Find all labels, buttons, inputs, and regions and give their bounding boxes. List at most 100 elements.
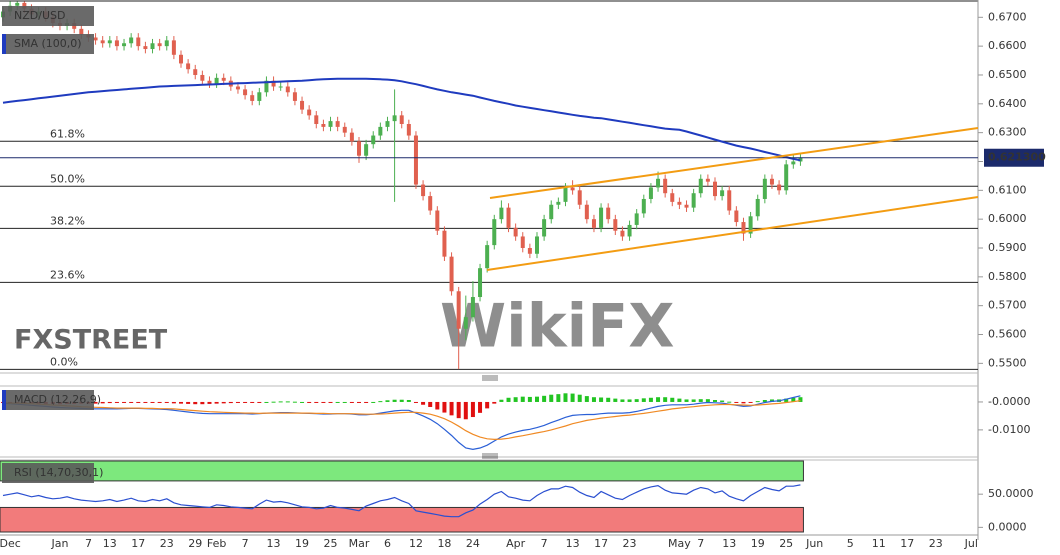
macd-histogram-bar bbox=[129, 401, 134, 403]
candle-body bbox=[485, 245, 490, 269]
macd-histogram-bar bbox=[122, 401, 127, 403]
oversold-band bbox=[0, 506, 804, 533]
candle-body bbox=[114, 40, 119, 47]
macd-histogram-bar bbox=[364, 401, 369, 403]
macd-histogram-bar bbox=[741, 401, 746, 404]
macd-histogram-bar bbox=[143, 401, 148, 403]
y-tick-label: 0.5700 bbox=[988, 299, 1027, 312]
macd-histogram-bar bbox=[584, 396, 589, 402]
macd-histogram-bar bbox=[492, 401, 497, 404]
candle-body bbox=[100, 40, 105, 44]
macd-histogram-bar bbox=[463, 401, 468, 420]
x-tick-label: 13 bbox=[103, 537, 117, 550]
candle-body bbox=[456, 291, 461, 329]
macd-histogram-bar bbox=[478, 401, 483, 413]
candle-body bbox=[399, 115, 404, 124]
macd-histogram-bar bbox=[627, 399, 632, 402]
candle-body bbox=[769, 178, 774, 185]
watermark-layer: FXSTREET WikiFX bbox=[14, 292, 674, 362]
candle-body bbox=[705, 178, 710, 182]
candle-body bbox=[691, 193, 696, 208]
candle-body bbox=[591, 219, 596, 228]
candle-body bbox=[157, 43, 162, 47]
indicator-panels: MACD (12,26,9) RSI (14,70,30,1) bbox=[0, 390, 804, 533]
candle-body bbox=[727, 190, 732, 211]
candle-body bbox=[506, 207, 511, 228]
macd-histogram-bar bbox=[691, 399, 696, 402]
candle-body bbox=[627, 224, 632, 237]
sma-line bbox=[2, 77, 801, 162]
macd-histogram-bar bbox=[371, 401, 376, 403]
candle-body bbox=[584, 204, 589, 220]
macd-histogram-bar bbox=[214, 401, 219, 404]
y-tick-label: 0.5500 bbox=[988, 356, 1027, 369]
candle-body bbox=[762, 178, 767, 199]
y-tick-label: 0.5800 bbox=[988, 270, 1027, 283]
candle-body bbox=[563, 187, 568, 202]
legend-box bbox=[2, 6, 94, 26]
x-tick-label: Jan bbox=[50, 537, 68, 550]
candle-body bbox=[278, 86, 283, 88]
candle-body bbox=[513, 227, 518, 237]
macd-histogram-bar bbox=[527, 396, 532, 402]
macd-histogram-bar bbox=[563, 393, 568, 402]
candle-body bbox=[634, 213, 639, 225]
legend-box bbox=[2, 34, 94, 54]
macd-histogram-bar bbox=[349, 401, 354, 403]
candle-body bbox=[449, 256, 454, 292]
macd-histogram-bar bbox=[670, 397, 675, 402]
candle-body bbox=[670, 193, 675, 202]
candle-body bbox=[791, 161, 796, 165]
macd-histogram-bar bbox=[798, 397, 803, 402]
macd-histogram-bar bbox=[107, 401, 112, 404]
candle-body bbox=[171, 40, 176, 55]
candle-body bbox=[314, 115, 319, 124]
macd-line bbox=[2, 400, 801, 441]
candle-body bbox=[428, 196, 433, 211]
candle-body bbox=[478, 268, 483, 298]
candle-body bbox=[577, 190, 582, 205]
candle-body bbox=[435, 210, 440, 231]
macd-histogram-bar bbox=[385, 400, 390, 402]
candle-body bbox=[271, 80, 276, 87]
candle-body bbox=[186, 63, 191, 70]
candle-body bbox=[342, 126, 347, 133]
macd-histogram-bar bbox=[556, 394, 561, 402]
macd-histogram-bar bbox=[307, 401, 312, 403]
candle-body bbox=[599, 207, 604, 228]
candle-body bbox=[641, 198, 646, 214]
macd-histogram-bar bbox=[748, 401, 753, 403]
y-tick-label: 0.6600 bbox=[988, 39, 1027, 52]
x-tick-label: Jul bbox=[964, 537, 978, 550]
macd-histogram-bar bbox=[485, 401, 490, 409]
candle-body bbox=[179, 54, 183, 64]
macd-histogram-bar bbox=[713, 400, 717, 402]
x-tick-label: 7 bbox=[541, 537, 548, 550]
candle-body bbox=[300, 100, 305, 110]
rsi-line bbox=[2, 484, 801, 518]
macd-histogram-bar bbox=[421, 401, 426, 405]
macd-histogram-bar bbox=[727, 401, 732, 403]
legend-label: MACD (12,26,9) bbox=[14, 393, 101, 406]
macd-histogram-bar bbox=[734, 401, 739, 403]
level-label: 23.6% bbox=[50, 268, 85, 281]
candle-body bbox=[734, 210, 739, 223]
x-tick-label: 24 bbox=[466, 537, 480, 550]
x-tick-label: May bbox=[668, 537, 691, 550]
macd-histogram-bar bbox=[599, 397, 604, 402]
legend-label: NZD/USD bbox=[14, 9, 65, 22]
macd-histogram-bar bbox=[207, 401, 212, 404]
candle-body bbox=[520, 236, 525, 248]
candle-body bbox=[164, 40, 169, 47]
candle-body bbox=[570, 187, 575, 191]
x-tick-label: 17 bbox=[594, 537, 608, 550]
y-tick-label: 0.6400 bbox=[988, 97, 1027, 110]
y-tick-label: -0.0100 bbox=[988, 423, 1030, 436]
macd-histogram-bar bbox=[114, 401, 119, 403]
macd-histogram-bar bbox=[520, 396, 525, 402]
candle-body bbox=[535, 236, 539, 254]
macd-histogram-bar bbox=[449, 401, 454, 416]
y-tick-label: -0.0000 bbox=[988, 395, 1030, 408]
candle-body bbox=[421, 184, 426, 197]
